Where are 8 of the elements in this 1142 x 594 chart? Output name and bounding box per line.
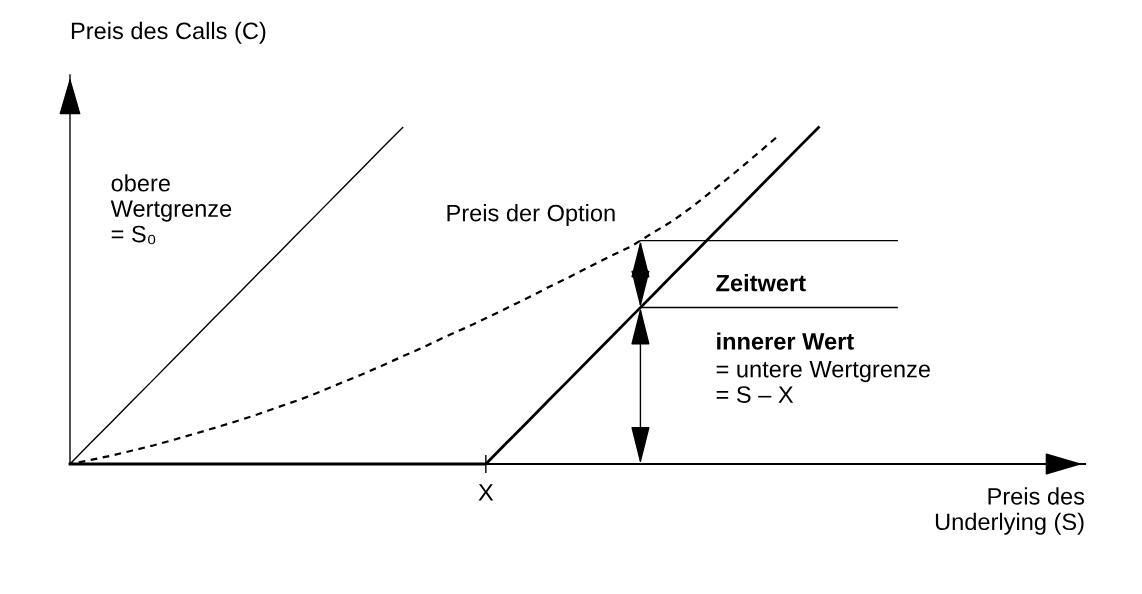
annotation: Zeitwert [716,274,806,292]
annotation: innerer Wert [717,332,854,350]
y-axis-title: Preis des Calls (C) [71,21,266,44]
annotation: obere Wertgrenze = S₀ [110,174,232,245]
annotation: Preis der Option [447,204,615,227]
text: X [478,484,494,501]
annotation: = untere Wertgrenze = S – X [716,361,930,403]
x-axis-title: Preis des Underlying (S) [935,487,1085,535]
